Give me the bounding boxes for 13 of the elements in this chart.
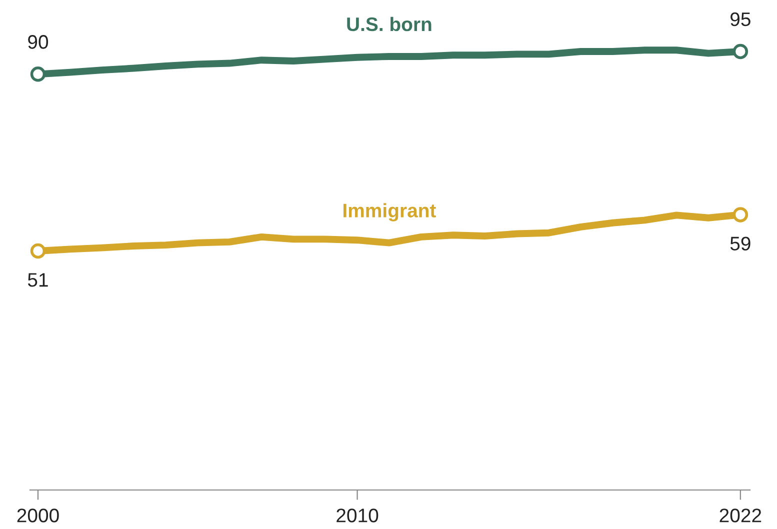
x-tick-label: 2010 xyxy=(336,508,378,522)
x-tick-label: 2022 xyxy=(720,508,762,522)
point xyxy=(732,207,748,222)
data-label: 90 xyxy=(28,35,48,49)
x-tick-label: 2000 xyxy=(17,508,59,522)
point xyxy=(732,44,748,60)
data-label: 51 xyxy=(28,273,48,287)
series-label: U.S. born xyxy=(347,16,432,32)
series-label: Immigrant xyxy=(344,203,436,222)
point xyxy=(30,243,46,259)
data-label: 95 xyxy=(730,12,750,26)
point xyxy=(30,66,46,82)
data-label: 59 xyxy=(730,236,750,250)
